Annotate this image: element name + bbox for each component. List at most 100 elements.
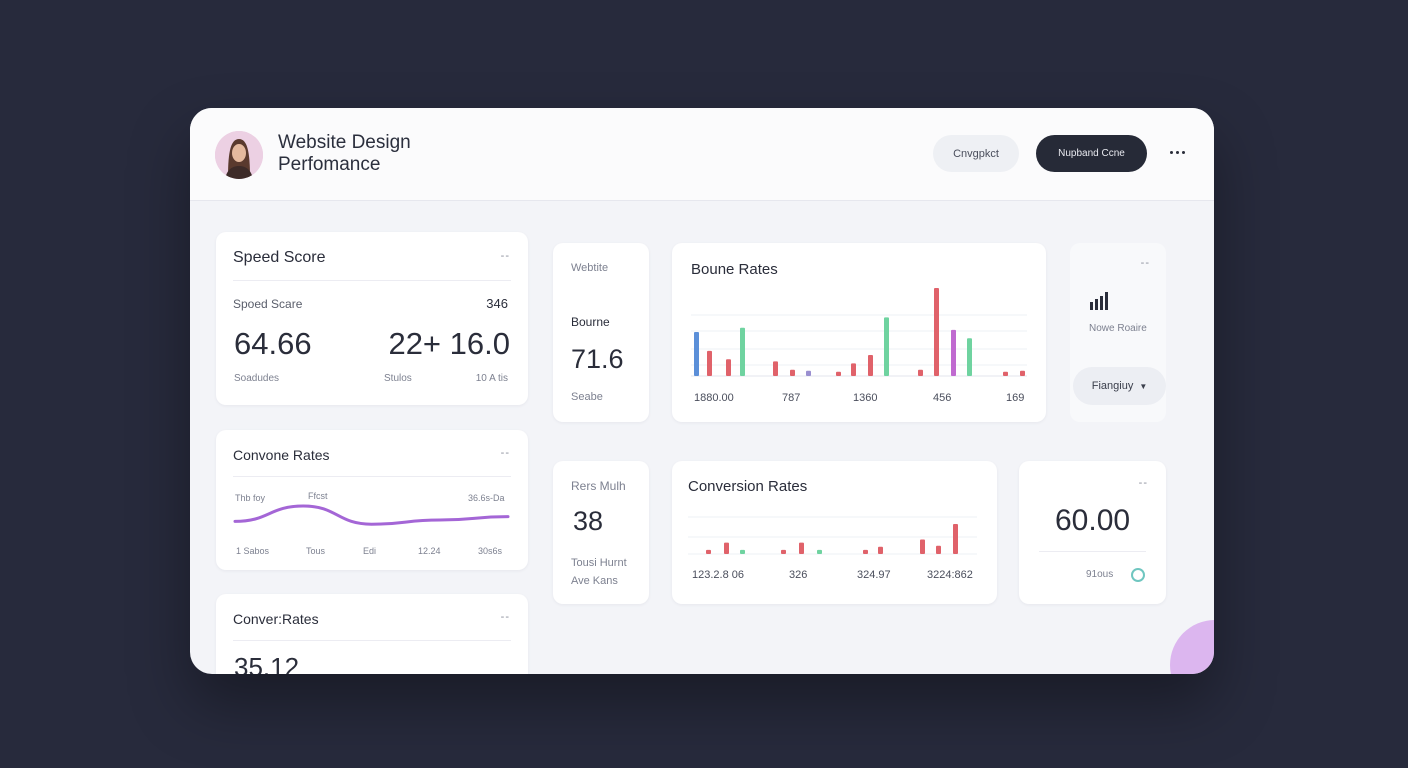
bar bbox=[806, 370, 811, 376]
page-title: Website Design Perfomance bbox=[278, 132, 411, 176]
signal-bars-icon bbox=[1090, 292, 1108, 310]
x-tick-label: 169 bbox=[1006, 392, 1024, 404]
card-title: Boune Rates bbox=[691, 261, 778, 278]
res-value: 38 bbox=[573, 506, 604, 536]
speed-value-right: 22+ 16.0 bbox=[388, 326, 510, 361]
speed-label-mid: Stulos bbox=[384, 373, 412, 384]
chart-top-label: Thb foy bbox=[235, 493, 266, 503]
x-tick-label: Edi bbox=[363, 546, 376, 556]
chart-top-label: 36.6s-Da bbox=[468, 493, 505, 503]
x-tick-label: 3224:862 bbox=[927, 569, 973, 581]
bar bbox=[868, 355, 873, 376]
speed-label-left: Soadudes bbox=[234, 373, 280, 384]
card-menu-icon[interactable]: -- bbox=[1140, 257, 1150, 269]
website-label: Webtite bbox=[571, 262, 609, 274]
bounce-bar-chart: 1880.00 787 1360 456 169 bbox=[691, 288, 1027, 404]
card-menu-icon[interactable]: -- bbox=[500, 611, 510, 623]
card-title: Conversion Rates bbox=[688, 478, 808, 495]
bar bbox=[951, 329, 956, 376]
bar bbox=[790, 369, 795, 376]
website-caption: Seabe bbox=[571, 391, 603, 403]
bar bbox=[936, 545, 941, 554]
bar bbox=[920, 539, 925, 554]
bar bbox=[706, 549, 711, 554]
card-menu-icon[interactable]: -- bbox=[1138, 477, 1148, 489]
bar bbox=[707, 350, 712, 376]
website-card: Webtite Bourne 71.6 Seabe bbox=[553, 243, 649, 422]
x-tick-label: 12.24 bbox=[418, 546, 441, 556]
score-value: 60.00 bbox=[1055, 504, 1131, 537]
speed-subtitle: Spoed Scare bbox=[233, 297, 303, 311]
conver-rates-card: Conver:Rates -- 35.12 bbox=[216, 594, 528, 674]
bounce-rates-card: Boune Rates 1880.00 787 1360 456 169 bbox=[672, 243, 1046, 422]
chevron-down-icon: ▼ bbox=[1139, 381, 1148, 391]
select-label: Fiangiuy bbox=[1091, 380, 1134, 392]
x-tick-label: 1360 bbox=[853, 392, 877, 404]
bar bbox=[694, 332, 699, 376]
line-series bbox=[233, 504, 510, 526]
bar bbox=[724, 542, 729, 554]
x-tick-label: 787 bbox=[782, 392, 800, 404]
bar bbox=[1003, 371, 1008, 376]
x-tick-label: 326 bbox=[789, 569, 807, 581]
website-value: 71.6 bbox=[571, 344, 624, 374]
card-menu-icon[interactable]: -- bbox=[500, 250, 510, 262]
score-card: -- 60.00 91ous bbox=[1019, 461, 1166, 604]
bar bbox=[726, 359, 731, 376]
bar bbox=[884, 317, 889, 376]
bar bbox=[918, 369, 923, 376]
res-label: Rers Mulh bbox=[571, 479, 626, 493]
x-tick-label: 30s6s bbox=[478, 546, 503, 556]
secondary-button[interactable]: Cnvgpkct bbox=[933, 135, 1019, 172]
bar bbox=[863, 549, 868, 554]
bar bbox=[799, 542, 804, 554]
bar bbox=[953, 524, 958, 554]
card-title: Conver:Rates bbox=[233, 611, 319, 627]
card-title: Convone Rates bbox=[233, 447, 330, 463]
bar bbox=[740, 549, 745, 554]
decorative-circle bbox=[1170, 620, 1214, 674]
bar bbox=[836, 371, 841, 376]
conversion-bar-card: Conversion Rates 123.2.8 06 326 324.97 3224… bbox=[672, 461, 997, 604]
chart-top-label: Ffcst bbox=[308, 491, 328, 501]
card-menu-icon[interactable]: -- bbox=[500, 447, 510, 459]
score-label: 91ous bbox=[1086, 569, 1114, 580]
speed-top-value: 346 bbox=[486, 296, 508, 311]
speed-value-left: 64.66 bbox=[234, 326, 312, 361]
primary-button[interactable]: Nupband Ccne bbox=[1036, 135, 1147, 172]
status-ring-icon bbox=[1131, 568, 1145, 582]
bar bbox=[934, 288, 939, 376]
website-sublabel: Bourne bbox=[571, 315, 610, 329]
card-title: Speed Score bbox=[233, 249, 326, 266]
speed-score-card: Speed Score -- Spoed Scare 346 64.66 22+… bbox=[216, 232, 528, 405]
more-options-icon[interactable] bbox=[1165, 142, 1189, 162]
bar bbox=[773, 361, 778, 376]
divider bbox=[1039, 551, 1146, 552]
speed-label-right: 10 A tis bbox=[475, 373, 508, 384]
bar bbox=[878, 546, 883, 554]
page-title-line1: Website Design bbox=[278, 132, 411, 153]
bar bbox=[967, 338, 972, 376]
res-caption-line1: Tousi Hurnt bbox=[571, 557, 627, 569]
bar bbox=[1020, 370, 1025, 376]
divider bbox=[233, 476, 511, 477]
x-tick-label: 1 Sabos bbox=[236, 546, 270, 556]
x-tick-label: 456 bbox=[933, 392, 951, 404]
line-chart: Thb foy Ffcst 36.6s-Da 1 Sabos Tous Edi 12.24 3… bbox=[233, 491, 510, 556]
x-tick-label: 123.2.8 06 bbox=[692, 569, 744, 581]
x-tick-label: 1880.00 bbox=[694, 392, 734, 404]
bar bbox=[781, 549, 786, 554]
bar bbox=[851, 363, 856, 376]
x-tick-label: Tous bbox=[306, 546, 326, 556]
bar bbox=[817, 549, 822, 554]
page-title-line2: Perfomance bbox=[278, 154, 381, 175]
res-caption-line2: Ave Kans bbox=[571, 575, 618, 587]
divider bbox=[233, 280, 511, 281]
header-bar: Website Design Perfomance Cnvgpkct Nupba… bbox=[190, 108, 1214, 201]
user-avatar[interactable] bbox=[215, 131, 263, 179]
bar bbox=[740, 327, 745, 376]
res-card: Rers Mulh 38 Tousi Hurnt Ave Kans bbox=[553, 461, 649, 604]
frequency-select[interactable]: Fiangiuy ▼ bbox=[1073, 367, 1166, 405]
dashboard-window: Website Design Perfomance Cnvgpkct Nupba… bbox=[190, 108, 1214, 674]
conversion-bar-chart: 123.2.8 06 326 324.97 3224:862 bbox=[688, 516, 977, 581]
